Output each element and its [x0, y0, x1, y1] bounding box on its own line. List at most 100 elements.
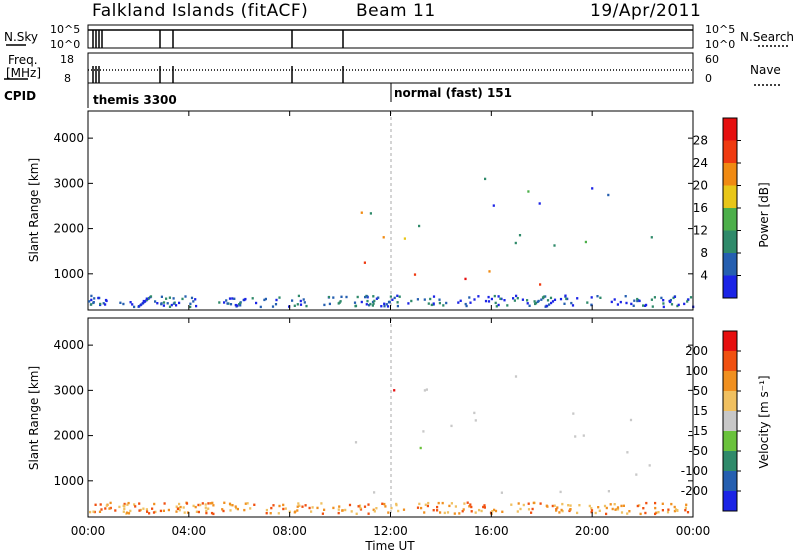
range-gate-cell [229, 303, 233, 306]
colorbar-frame [722, 330, 738, 512]
range-gate-cell [673, 295, 676, 298]
range-gate-cell [138, 509, 141, 512]
range-gate-cell [244, 502, 247, 505]
colorbar-tick-label: 24 [693, 156, 708, 170]
range-gate-cell [569, 508, 572, 511]
range-gate-cell [90, 298, 93, 302]
colorbar-swatch [723, 253, 737, 276]
range-gate-cell [297, 502, 300, 505]
range-gate-cell [483, 504, 486, 507]
range-gate-cell [420, 506, 423, 510]
range-gate-cell [533, 300, 536, 303]
range-gate-cell [613, 503, 616, 506]
range-gate-cell [199, 503, 202, 507]
range-gate-cell [501, 510, 504, 513]
colorbar-tick-label: 50 [693, 384, 708, 398]
range-gate-cell [192, 504, 195, 508]
range-gate-cell [92, 301, 95, 304]
range-gate-cell [590, 510, 593, 514]
range-gate-cell [383, 502, 386, 506]
range-gate-cell [239, 302, 242, 305]
range-gate-cell [630, 302, 633, 306]
range-gate-cell [368, 304, 371, 307]
range-gate-cell [549, 296, 553, 300]
colorbar-tick-label: -15 [688, 424, 708, 438]
range-gate-cell [153, 502, 156, 506]
range-gate-cell [614, 508, 617, 511]
range-gate-cell [393, 389, 396, 392]
range-gate-cell [657, 511, 660, 514]
range-gate-cell [194, 505, 197, 509]
range-gate-cell [620, 511, 624, 514]
range-gate-cell [457, 301, 460, 304]
range-gate-cell [553, 244, 556, 247]
range-gate-cell [127, 512, 131, 515]
range-gate-cell [419, 446, 422, 450]
range-gate-cell [388, 300, 391, 304]
range-gate-cell [288, 510, 291, 513]
range-gate-cell [628, 510, 631, 513]
range-gate-cell [430, 303, 433, 307]
colorbar-tick-label: 16 [693, 201, 708, 215]
range-gate-cell [564, 294, 567, 297]
range-gate-cell [482, 505, 485, 509]
range-gate-cell [323, 303, 326, 307]
range-gate-cell [88, 300, 91, 303]
colorbar-swatch [723, 411, 737, 432]
range-gate-cell [644, 511, 647, 515]
nsearch-tick-bottom: 10^0 [705, 38, 735, 51]
range-gate-cell [282, 507, 285, 511]
range-gate-cell [380, 305, 383, 308]
range-gate-cell [296, 505, 299, 508]
range-gate-cell [104, 507, 107, 510]
range-gate-cell [189, 302, 192, 305]
range-gate-cell [321, 512, 324, 515]
colorbar-tick-label: 20 [693, 179, 708, 193]
range-gate-cell [223, 301, 226, 304]
range-gate-cell [462, 508, 465, 511]
range-gate-cell [494, 301, 497, 305]
range-gate-cell [384, 505, 387, 508]
date-title: 19/Apr/2011 [590, 1, 701, 21]
range-gate-cell [548, 303, 551, 306]
freq-label-2: [MHz] [6, 66, 41, 80]
colorbar-tick-label: 8 [700, 246, 708, 260]
range-gate-cell [302, 298, 305, 301]
colorbar-swatch [723, 351, 737, 372]
range-gate-cell [439, 511, 442, 514]
range-gate-cell [633, 299, 636, 302]
range-gate-cell [152, 511, 156, 514]
range-gate-cell [526, 302, 529, 305]
velocity-panel: 1000 2000 3000 4000 Slant Range [km] [27, 317, 694, 518]
x-tick-label: 20:00 [575, 524, 610, 538]
range-gate-cell [209, 502, 212, 505]
range-gate-cell [204, 503, 207, 506]
freq-label-1: Freq. [8, 53, 38, 67]
range-gate-cell [535, 301, 538, 305]
range-gate-cell [396, 304, 399, 308]
x-tick-label: 16:00 [474, 524, 509, 538]
range-gate-cell [296, 303, 299, 306]
freq-scan-gaps [92, 66, 344, 83]
range-gate-cell [357, 505, 360, 508]
range-gate-cell [303, 301, 306, 304]
range-gate-cell [661, 502, 664, 505]
velocity-data [89, 375, 690, 516]
range-gate-cell [626, 451, 629, 454]
range-gate-cell [337, 508, 340, 511]
range-gate-cell [432, 295, 436, 298]
range-gate-cell [311, 506, 314, 509]
range-gate-cell [459, 299, 462, 302]
range-gate-cell [603, 504, 607, 508]
range-gate-cell [588, 504, 591, 508]
range-gate-cell [625, 301, 628, 305]
range-gate-cell [176, 507, 179, 510]
colorbar-swatch [723, 431, 737, 452]
range-gate-cell [236, 304, 239, 307]
range-gate-cell [154, 300, 157, 303]
range-gate-cell [480, 509, 483, 513]
range-gate-cell [576, 297, 579, 300]
range-gate-cell [539, 502, 542, 505]
range-gate-cell [142, 299, 145, 303]
range-gate-cell [597, 506, 600, 509]
